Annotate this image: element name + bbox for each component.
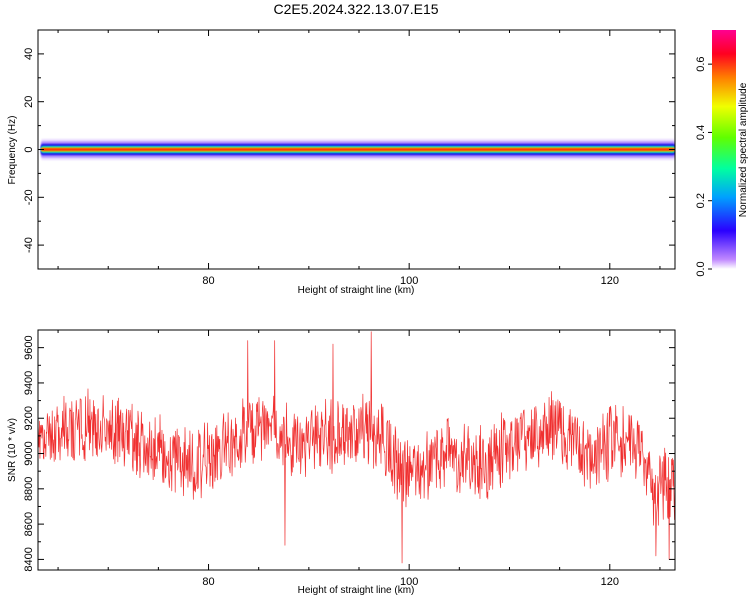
colorbar-tick-label: 0.6 bbox=[695, 56, 707, 71]
spectrogram-y-axis-title: Frequency (Hz) bbox=[7, 116, 18, 185]
snr-x-tick-label: 120 bbox=[601, 576, 619, 588]
snr-y-tick-label: 8600 bbox=[23, 512, 35, 536]
colorbar-tick-label: 0.2 bbox=[695, 193, 707, 208]
snr-y-tick-label: 8400 bbox=[23, 547, 35, 571]
spectrogram-x-tick-label: 80 bbox=[202, 275, 214, 287]
snr-y-tick-label: 9200 bbox=[23, 406, 35, 430]
colorbar-label: Normalized spectral amplitude bbox=[738, 82, 749, 217]
spectrogram-y-tick-label: -20 bbox=[23, 189, 35, 205]
snr-x-tick-label: 80 bbox=[202, 576, 214, 588]
spectrogram-x-axis-title: Height of straight line (km) bbox=[298, 285, 415, 296]
spectrogram-y-tick-label: 0 bbox=[23, 146, 35, 152]
snr-y-tick-label: 9400 bbox=[23, 371, 35, 395]
snr-y-tick-label: 9000 bbox=[23, 441, 35, 465]
snr-x-axis-title: Height of straight line (km) bbox=[298, 585, 415, 596]
spectrogram-heatmap bbox=[41, 138, 675, 161]
snr-x-tick-label: 100 bbox=[400, 576, 418, 588]
colorbar-tick-label: 0.0 bbox=[695, 261, 707, 276]
colorbar: 0.0 0.2 0.4 0.6 Normalized spectral amplitu… bbox=[695, 30, 749, 277]
spectrogram-panel: 80 100 120 40 20 0 -20 -40 Height of straight l… bbox=[7, 29, 676, 296]
colorbar-gradient bbox=[712, 30, 736, 269]
band-red-core bbox=[41, 148, 675, 151]
colorbar-tick-label: 0.4 bbox=[695, 125, 707, 140]
spectrogram-y-tick-label: 40 bbox=[23, 48, 35, 60]
snr-frame bbox=[37, 329, 676, 571]
spectrogram-y-tick-label: -40 bbox=[23, 237, 35, 253]
spectrogram-frame bbox=[37, 29, 676, 270]
snr-y-axis-title: SNR (10 * v/v) bbox=[7, 418, 18, 482]
snr-panel: 80 100 120 8400 8600 8800 9000 9200 9400 9600 Hei… bbox=[7, 329, 676, 596]
spectrogram-y-tick-label: 20 bbox=[23, 96, 35, 108]
spectrogram-x-tick-label: 100 bbox=[400, 275, 418, 287]
snr-y-tick-label: 9600 bbox=[23, 335, 35, 359]
snr-ticks: 80 100 120 8400 8600 8800 9000 9200 9400 9600 bbox=[23, 329, 675, 588]
figure-title: C2E5.2024.322.13.07.E15 bbox=[273, 1, 438, 17]
snr-y-tick-label: 8800 bbox=[23, 477, 35, 501]
spectrogram-x-tick-label: 120 bbox=[601, 275, 619, 287]
snr-series-line bbox=[38, 331, 675, 564]
colorbar-ticks: 0.0 0.2 0.4 0.6 bbox=[695, 56, 712, 277]
